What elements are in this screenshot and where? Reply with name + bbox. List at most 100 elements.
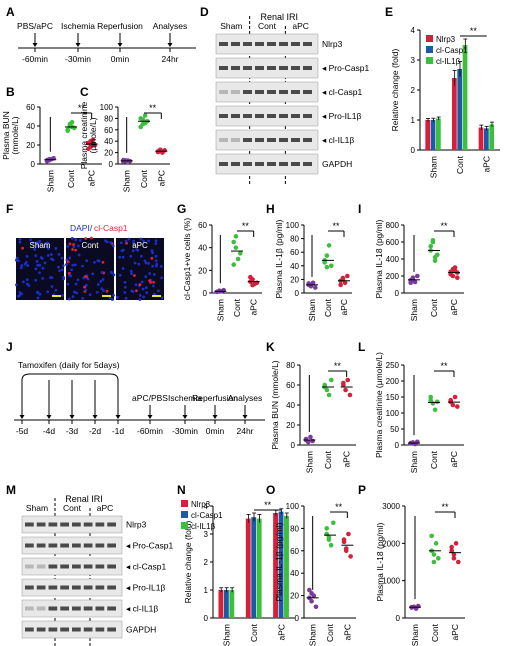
cell-nucleus — [57, 265, 60, 269]
cell-nucleus — [154, 239, 158, 243]
y-axis-label: Plasma IL-18 (pg/ml) — [375, 522, 385, 601]
x-tick-label: Sham — [307, 299, 317, 321]
y-tick-label: 0 — [31, 160, 36, 169]
data-point — [435, 399, 440, 405]
y-tick-label: 400 — [386, 255, 400, 264]
x-tick-label: Cont — [323, 450, 333, 469]
timeline-j: Tamoxifen (daily for 5days)-5d -4d -3d -2d -… — [14, 360, 265, 436]
chart-b: 0 20 40 60 Plasma BUN (mmole/L) Sham Cont aPC ** — [1, 103, 102, 192]
y-axis-label: Relative change (fold) — [183, 520, 193, 603]
blot-band — [291, 162, 300, 166]
y-tick-label: 600 — [386, 238, 400, 247]
panel-letter-h: H — [266, 202, 275, 216]
cell-nucleus — [81, 264, 84, 268]
arrow-head — [212, 415, 218, 419]
cell-nucleus — [70, 236, 74, 240]
data-point — [343, 387, 348, 393]
cell-nucleus — [46, 254, 50, 257]
y-tick-label: 250 — [386, 361, 400, 370]
arrow-head — [92, 415, 98, 419]
blot-band — [243, 90, 252, 94]
cell-nucleus — [71, 263, 75, 267]
cell-nucleus — [121, 267, 125, 270]
cell-nucleus — [89, 236, 93, 240]
blot-band — [25, 543, 34, 548]
data-point — [308, 434, 313, 440]
cell-nucleus — [72, 243, 75, 246]
bar — [478, 127, 484, 150]
cell-nucleus — [154, 254, 158, 258]
cell-nucleus — [152, 284, 155, 288]
timeline-event-label: Reperfusion — [97, 21, 143, 31]
blot-band — [279, 42, 288, 46]
blot-band — [291, 138, 300, 142]
data-point — [235, 256, 241, 262]
blot-lane-label: aPC — [292, 21, 309, 31]
cell-nucleus — [38, 292, 42, 296]
timeline-event-label: Ischemia — [168, 393, 202, 403]
timeline-a: PBS/aPC -60min Ischemia -30min Reperfusion 0m… — [17, 21, 196, 64]
cell-nucleus — [93, 260, 96, 264]
blot-band-label: ◂ Pro-IL1β — [126, 583, 166, 593]
blot-band — [25, 606, 34, 611]
cell-nucleus — [101, 278, 105, 281]
western-blot-d: Renal IRI Sham Cont aPC Nlrp3 ◂ Pro-Casp1 ◂ cl… — [215, 12, 370, 184]
cell-nucleus — [54, 288, 58, 292]
micrograph-panel-f: DAPI/cl-Casp1 Sham Cont aPC — [14, 223, 164, 301]
panel-letter-f: F — [6, 202, 13, 216]
blot-band — [255, 138, 264, 142]
blot-band — [291, 66, 300, 70]
cell-nucleus — [110, 298, 114, 301]
cell-nucleus — [68, 242, 72, 246]
blot-band — [25, 627, 34, 632]
cell-nucleus — [70, 268, 74, 272]
bar — [229, 590, 235, 618]
x-tick-label: Sham — [428, 156, 438, 178]
cell-nucleus — [61, 264, 65, 268]
cell-nucleus — [112, 273, 116, 277]
cell-nucleus — [132, 239, 135, 243]
chart-c: 0 20 40 60 80 100 Plasma creatinine (μmole/L) Sh… — [79, 101, 170, 192]
panel-letter-c: C — [80, 85, 89, 99]
blot-band — [255, 42, 264, 46]
y-tick-label: 100 — [286, 502, 300, 511]
timeline-time-label: -60min — [137, 426, 163, 436]
y-tick-label: 20 — [290, 275, 299, 284]
data-point — [331, 520, 336, 526]
data-point — [307, 587, 312, 593]
data-point — [248, 274, 253, 280]
y-tick-label: 0 — [411, 146, 416, 155]
arrow-head — [69, 415, 75, 419]
blot-band — [48, 606, 58, 611]
blot-band — [107, 522, 116, 527]
chart-g: 0 20 40 60 cl-Casp1+ve cells (%) Sham Cont aPC *… — [182, 218, 262, 321]
legend-swatch — [426, 35, 433, 42]
cell-nucleus — [152, 273, 156, 276]
y-tick-label: 100 — [100, 103, 114, 112]
cell-nucleus — [91, 272, 95, 276]
cell-nucleus — [60, 256, 64, 260]
cell-nucleus — [151, 264, 155, 268]
blot-band-label: ◂ cl-IL1β — [322, 135, 354, 145]
legend-label: Nlrp3 — [191, 500, 211, 509]
cell-nucleus — [150, 249, 154, 252]
cell-nucleus — [86, 277, 90, 281]
blot-band-label: GAPDH — [322, 159, 352, 169]
y-tick-label: 0 — [395, 289, 400, 298]
y-tick-label: 20 — [104, 149, 113, 158]
blot-band — [243, 66, 252, 70]
blot-band — [48, 522, 58, 527]
bar — [462, 45, 468, 150]
x-tick-label: Cont — [455, 155, 465, 174]
blot-band — [36, 585, 46, 590]
cell-nucleus — [124, 296, 128, 300]
x-tick-label: Cont — [66, 169, 76, 188]
x-tick-label: aPC — [449, 451, 459, 468]
blot-band — [255, 66, 264, 70]
data-point — [142, 113, 148, 118]
cell-nucleus — [49, 253, 53, 256]
y-tick-label: 20 — [290, 592, 299, 601]
cell-nucleus — [159, 264, 163, 268]
